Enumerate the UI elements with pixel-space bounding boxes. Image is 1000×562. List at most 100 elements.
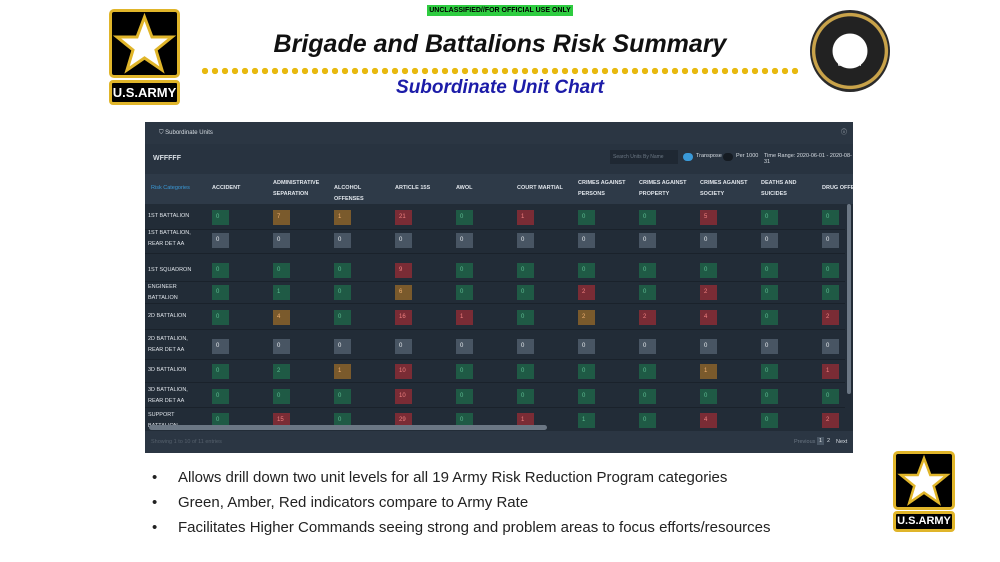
risk-value-cell[interactable]: 2 — [578, 310, 595, 325]
risk-value-cell[interactable]: 4 — [700, 310, 717, 325]
risk-value-cell[interactable]: 2 — [700, 285, 717, 300]
risk-value-cell[interactable]: 0 — [517, 310, 534, 325]
risk-value-cell[interactable]: 0 — [456, 210, 473, 225]
risk-categories-header[interactable]: Risk Categories — [151, 185, 190, 191]
column-header[interactable]: DEATHS AND SUICIDES — [761, 180, 797, 197]
risk-value-cell[interactable]: 0 — [761, 339, 778, 354]
risk-value-cell[interactable]: 0 — [700, 263, 717, 278]
risk-value-cell[interactable]: 1 — [334, 363, 351, 379]
vertical-scrollbar[interactable] — [847, 204, 851, 394]
risk-value-cell[interactable]: 0 — [456, 339, 473, 354]
risk-value-cell[interactable]: 0 — [822, 263, 839, 278]
table-row[interactable]: 1ST SQUADRON 0 0 0 9 0 0 0 0 0 0 0 — [145, 258, 845, 282]
risk-value-cell[interactable]: 0 — [761, 413, 778, 428]
risk-value-cell[interactable]: 0 — [822, 285, 839, 300]
unit-name-cell[interactable]: ENGINEER BATTALION — [148, 284, 178, 301]
risk-value-cell[interactable]: 2 — [822, 413, 839, 428]
next-button[interactable]: Next — [836, 439, 848, 445]
risk-value-cell[interactable]: 0 — [517, 339, 534, 354]
risk-value-cell[interactable]: 1 — [700, 363, 717, 379]
risk-value-cell[interactable]: 0 — [334, 310, 351, 325]
column-header[interactable]: ARTICLE 15S — [395, 185, 431, 191]
risk-value-cell[interactable]: 4 — [700, 413, 717, 428]
risk-value-cell[interactable]: 0 — [273, 263, 290, 278]
unit-name-cell[interactable]: 3D BATTALION, REAR DET AA — [148, 387, 188, 404]
info-icon[interactable]: ⓘ — [840, 130, 847, 136]
risk-value-cell[interactable]: 0 — [578, 339, 595, 354]
unit-name-cell[interactable]: 2D BATTALION, REAR DET AA — [148, 336, 188, 353]
risk-value-cell[interactable]: 1 — [517, 210, 534, 225]
risk-value-cell[interactable]: 0 — [517, 388, 534, 404]
risk-value-cell[interactable]: 0 — [334, 263, 351, 278]
risk-value-cell[interactable]: 0 — [578, 263, 595, 278]
risk-value-cell[interactable]: 1 — [273, 285, 290, 300]
risk-value-cell[interactable]: 0 — [517, 263, 534, 278]
risk-value-cell[interactable]: 0 — [639, 388, 656, 404]
risk-value-cell[interactable]: 0 — [212, 233, 229, 248]
column-header[interactable]: AWOL — [456, 185, 473, 191]
risk-value-cell[interactable]: 21 — [395, 210, 412, 225]
horizontal-scrollbar[interactable] — [149, 425, 547, 430]
risk-value-cell[interactable]: 0 — [822, 233, 839, 248]
risk-value-cell[interactable]: 0 — [578, 388, 595, 404]
risk-value-cell[interactable]: 5 — [700, 210, 717, 225]
table-row[interactable]: 2D BATTALION, REAR DET AA 0 0 0 0 0 0 0 0 0 0 0 — [145, 332, 845, 360]
search-input[interactable]: Search Units By Name — [610, 150, 678, 164]
risk-value-cell[interactable]: 0 — [517, 363, 534, 379]
column-header[interactable]: ADMINISTRATIVE SEPARATION — [273, 180, 320, 197]
risk-value-cell[interactable]: 0 — [761, 233, 778, 248]
unit-name-cell[interactable]: 1ST BATTALION — [148, 213, 190, 219]
risk-value-cell[interactable]: 16 — [395, 310, 412, 325]
risk-value-cell[interactable]: 0 — [822, 210, 839, 225]
risk-value-cell[interactable]: 0 — [761, 388, 778, 404]
risk-value-cell[interactable]: 6 — [395, 285, 412, 300]
risk-value-cell[interactable]: 0 — [761, 263, 778, 278]
table-row[interactable]: 1ST BATTALION 0 7 1 21 0 1 0 0 5 0 0 — [145, 204, 845, 230]
risk-value-cell[interactable]: 0 — [212, 388, 229, 404]
risk-value-cell[interactable]: 0 — [334, 233, 351, 248]
risk-value-cell[interactable]: 0 — [639, 285, 656, 300]
risk-value-cell[interactable]: 0 — [334, 339, 351, 354]
risk-value-cell[interactable]: 7 — [273, 210, 290, 225]
risk-value-cell[interactable]: 0 — [639, 339, 656, 354]
table-row[interactable]: ENGINEER BATTALION 0 1 0 6 0 0 2 0 2 0 0 — [145, 280, 845, 304]
column-header[interactable]: DRUG OFFENSES — [822, 185, 853, 191]
risk-value-cell[interactable]: 0 — [639, 363, 656, 379]
risk-value-cell[interactable]: 0 — [578, 210, 595, 225]
risk-value-cell[interactable]: 0 — [456, 388, 473, 404]
column-header[interactable]: ACCIDENT — [212, 185, 241, 191]
risk-value-cell[interactable]: 9 — [395, 263, 412, 278]
risk-value-cell[interactable]: 2 — [639, 310, 656, 325]
risk-value-cell[interactable]: 0 — [578, 363, 595, 379]
risk-value-cell[interactable]: 0 — [517, 285, 534, 300]
risk-value-cell[interactable]: 0 — [212, 339, 229, 354]
table-row[interactable]: 3D BATTALION 0 2 1 10 0 0 0 0 1 0 1 — [145, 358, 845, 383]
risk-value-cell[interactable]: 0 — [761, 363, 778, 379]
risk-value-cell[interactable]: 0 — [761, 285, 778, 300]
table-row[interactable]: 1ST BATTALION, REAR DET AA 0 0 0 0 0 0 0 0 0 0 0 — [145, 226, 845, 254]
unit-name-cell[interactable]: 1ST SQUADRON — [148, 267, 192, 273]
risk-value-cell[interactable]: 0 — [212, 285, 229, 300]
risk-value-cell[interactable]: 0 — [517, 233, 534, 248]
table-row[interactable]: SUPPORT BATTALION0150290110402 — [145, 408, 845, 432]
risk-value-cell[interactable]: 10 — [395, 388, 412, 404]
column-header[interactable]: CRIMES AGAINST SOCIETY — [700, 180, 748, 197]
risk-value-cell[interactable]: 0 — [639, 263, 656, 278]
page-1-button[interactable]: 1 — [817, 437, 825, 445]
risk-value-cell[interactable]: 0 — [212, 413, 229, 428]
risk-value-cell[interactable]: 2 — [273, 363, 290, 379]
risk-value-cell[interactable]: 0 — [273, 339, 290, 354]
risk-value-cell[interactable]: 0 — [395, 339, 412, 354]
risk-value-cell[interactable]: 1 — [334, 210, 351, 225]
risk-value-cell[interactable]: 0 — [578, 233, 595, 248]
column-header[interactable]: CRIMES AGAINST PERSONS — [578, 180, 626, 197]
risk-value-cell[interactable]: 0 — [761, 210, 778, 225]
previous-button[interactable]: Previous — [794, 439, 816, 445]
risk-value-cell[interactable]: 0 — [700, 233, 717, 248]
risk-value-cell[interactable]: 0 — [822, 339, 839, 354]
risk-value-cell[interactable]: 0 — [822, 388, 839, 404]
risk-value-cell[interactable]: 0 — [273, 388, 290, 404]
risk-value-cell[interactable]: 0 — [700, 339, 717, 354]
risk-value-cell[interactable]: 0 — [212, 363, 229, 379]
risk-value-cell[interactable]: 0 — [456, 285, 473, 300]
